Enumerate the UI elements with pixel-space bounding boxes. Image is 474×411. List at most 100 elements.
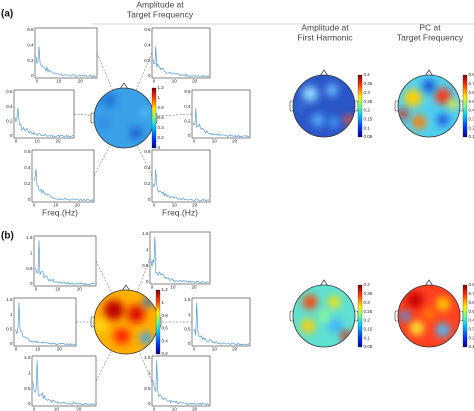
x-tick-label: 0 xyxy=(15,139,18,144)
colorbar-tick-label: 0.3 xyxy=(364,90,371,95)
y-tick-label: 0.6 xyxy=(184,89,191,94)
y-tick-label: 0.5 xyxy=(26,266,33,271)
x-tick-label: 0 xyxy=(33,407,36,411)
y-tick-label: 0.6 xyxy=(6,89,13,94)
colorbar-tick-label: 0.1 xyxy=(364,335,371,340)
connector xyxy=(93,144,111,177)
spectrum-frame xyxy=(34,27,98,79)
y-tick-label: 0.4 xyxy=(144,165,151,170)
spectrum-frame xyxy=(33,235,97,287)
y-tick-label: 0 xyxy=(188,133,191,138)
colorbar-tick-label: 0.15 xyxy=(364,326,373,331)
colorbar-tick-label: 0.7 xyxy=(469,81,474,86)
colorbar-tick-label: 0.2 xyxy=(364,318,371,323)
head-outline xyxy=(397,74,461,138)
spectrum-frame xyxy=(191,297,251,347)
topomap-blob xyxy=(296,102,304,110)
colorbar-tick-label: 0.05 xyxy=(364,134,373,139)
nose xyxy=(119,82,129,90)
spectrum-line xyxy=(152,360,210,406)
x-tick-label: 10 xyxy=(55,287,61,292)
topomap-blob xyxy=(423,80,435,92)
x-tick-label: 20 xyxy=(78,79,84,84)
x-tick-label: 0 xyxy=(151,285,154,290)
topomap-blob xyxy=(437,114,449,126)
y-tick-label: 1 xyxy=(146,247,149,252)
y-tick-label: 1.5 xyxy=(6,297,13,302)
x-tick-label: 20 xyxy=(192,203,198,208)
colorbar-tick-label: 0.4 xyxy=(162,338,169,343)
y-tick-label: 0.2 xyxy=(24,181,31,186)
topomap xyxy=(293,75,355,137)
colorbar-tick-label: 0.5 xyxy=(469,99,474,104)
colorbar-tick-label: 0.8 xyxy=(158,105,165,110)
colorbar-tick-label: 0.2 xyxy=(469,335,474,340)
y-tick-label: 0 xyxy=(31,73,34,78)
topomap xyxy=(94,88,154,148)
colorbar-tick-label: 0.4 xyxy=(364,72,371,77)
colorbar-tick-label: 0.6 xyxy=(158,115,165,120)
colorbar xyxy=(151,87,157,149)
colorbar-tick-label: 1 xyxy=(162,300,165,305)
x-axis-label: Freq.(Hz) xyxy=(42,207,78,217)
x-tick-label: 20 xyxy=(55,139,61,144)
colorbar-tick-label: 0.6 xyxy=(469,90,474,95)
colorbar xyxy=(462,74,468,138)
panel-label: (a) xyxy=(1,9,13,20)
colorbar-tick-label: 0.3 xyxy=(364,300,371,305)
x-tick-label: 20 xyxy=(192,79,198,84)
topomap xyxy=(94,290,158,354)
topomap-blob xyxy=(448,99,458,109)
y-tick-label: 0.2 xyxy=(144,58,151,63)
y-tick-label: 1.5 xyxy=(142,231,149,236)
connector xyxy=(136,144,153,177)
y-tick-label: 0 xyxy=(30,281,33,286)
spectrum-frame xyxy=(151,149,211,203)
topomap-blob xyxy=(344,115,354,125)
x-tick-label: 20 xyxy=(75,203,81,208)
x-tick-label: 10 xyxy=(212,347,218,352)
panel-label: (b) xyxy=(1,231,14,242)
column-header: Target Frequency xyxy=(397,32,464,42)
topomap-blob xyxy=(94,320,106,332)
topomap-blob xyxy=(319,311,329,321)
colorbar-tick-label: 0.4 xyxy=(469,108,474,113)
y-tick-label: 0.2 xyxy=(184,119,191,124)
y-tick-label: 0.2 xyxy=(6,119,13,124)
colorbar-tick-label: 0.4 xyxy=(469,318,474,323)
y-tick-label: 0 xyxy=(28,197,31,202)
x-tick-label: 0 xyxy=(15,347,18,352)
x-tick-label: 20 xyxy=(192,407,198,411)
head-outline xyxy=(292,284,356,348)
topomap-blob xyxy=(398,109,408,119)
x-tick-label: 10 xyxy=(172,407,178,411)
connector xyxy=(95,350,112,382)
colorbar-tick-label: 0.15 xyxy=(364,116,373,121)
colorbar-tick-label: 0.35 xyxy=(364,291,373,296)
x-tick-label: 10 xyxy=(54,407,60,411)
topomap-blob xyxy=(326,84,338,96)
x-tick-label: 10 xyxy=(172,203,178,208)
colorbar-tick-label: 0.2 xyxy=(158,135,165,140)
column-header: Amplitude at xyxy=(301,22,349,32)
colorbar-tick-label: 1.2 xyxy=(158,85,165,90)
spectrum-frame xyxy=(151,27,211,79)
y-tick-label: 0.4 xyxy=(144,43,151,48)
topomap-blob xyxy=(410,321,424,335)
x-tick-label: 0 xyxy=(33,203,36,208)
column-header: Amplitude at xyxy=(136,0,184,9)
topomap-blob xyxy=(436,297,450,311)
x-tick-label: 20 xyxy=(232,347,238,352)
nose xyxy=(319,69,329,77)
x-tick-label: 10 xyxy=(172,79,178,84)
y-tick-label: 0 xyxy=(146,279,149,284)
spectrum-frame xyxy=(149,231,211,285)
topomap-blob xyxy=(99,118,109,128)
topomap-blob xyxy=(436,323,450,337)
x-tick-label: 20 xyxy=(191,285,197,290)
colorbar-tick-label: 0.7 xyxy=(469,291,474,296)
topomap-blob xyxy=(400,311,410,321)
topomap-blob xyxy=(412,115,426,129)
y-tick-label: 0.5 xyxy=(6,327,13,332)
y-tick-label: 0.2 xyxy=(144,181,151,186)
